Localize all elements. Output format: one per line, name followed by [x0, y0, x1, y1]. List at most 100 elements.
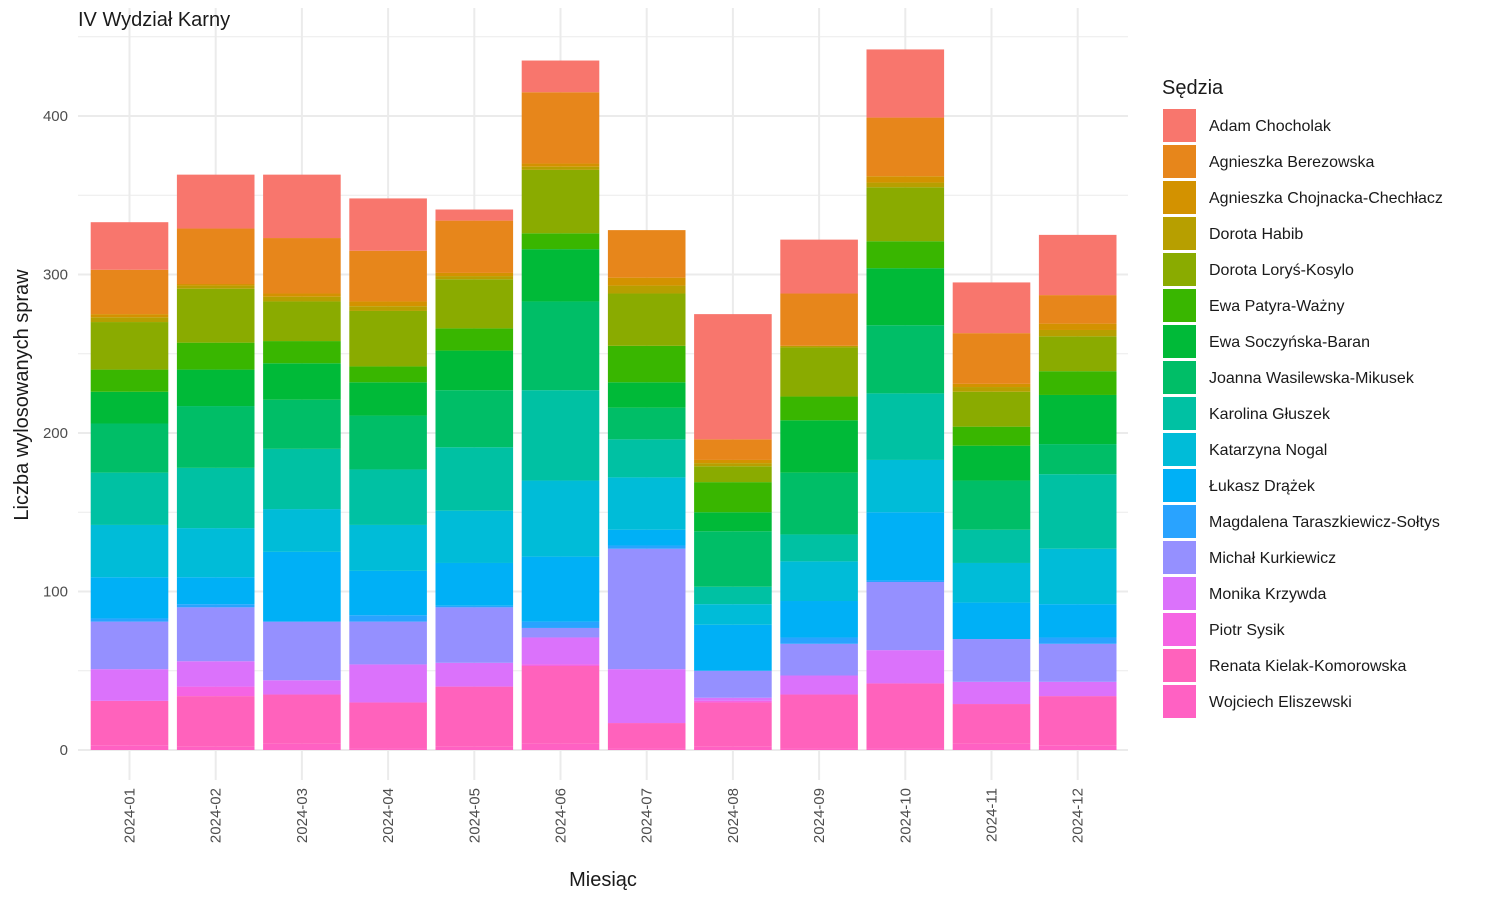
bar-segment [607, 723, 686, 749]
axis-layer: 0 100 200 300 400 2024-01 2024-02 2024-03 2024-0… [43, 108, 1087, 843]
bar-segment [780, 420, 858, 473]
bar-stack-2024-08 [694, 314, 772, 750]
bar-segment [521, 169, 600, 234]
bar-segment [1038, 548, 1117, 605]
bar-segment [866, 268, 945, 326]
bar-segment [349, 570, 427, 616]
bar-stack-2024-11 [952, 282, 1031, 750]
bar-segment [349, 301, 427, 307]
bar-segment [90, 472, 169, 525]
legend-swatch [1163, 253, 1196, 286]
bar-segment [435, 562, 514, 606]
bar-segment [952, 602, 1031, 640]
bar-segment [435, 510, 514, 563]
bar-segment [435, 276, 514, 280]
bar-segment [521, 637, 600, 665]
legend-swatch [1163, 289, 1196, 322]
bar-segment [607, 382, 686, 408]
bar-segment [435, 209, 514, 221]
bar-segment [866, 241, 945, 269]
bar-segment [866, 325, 945, 394]
bar-segment [521, 664, 600, 666]
bar-segment [263, 341, 341, 364]
bar-segment [521, 301, 600, 391]
legend-label: Karolina Głuszek [1209, 406, 1331, 423]
bar-segment [952, 562, 1031, 603]
bar-segment [952, 282, 1031, 334]
bar-segment [866, 650, 945, 684]
x-tick-label: 2024-04 [380, 788, 397, 843]
bar-segment [866, 581, 945, 651]
x-tick-label: 2024-03 [294, 788, 311, 843]
bar-segment [780, 748, 858, 750]
bar-segment [176, 288, 255, 343]
legend-label: Ewa Soczyńska-Baran [1209, 334, 1370, 351]
legend-swatch [1163, 325, 1196, 358]
x-tick-label: 2024-12 [1070, 788, 1087, 843]
chart-title: IV Wydział Karny [78, 9, 230, 31]
bar-segment [780, 293, 858, 346]
legend-swatch [1163, 541, 1196, 574]
bar-stack-2024-10 [866, 49, 945, 750]
bar-segment [90, 577, 169, 619]
bar-segment [866, 748, 945, 750]
bar-segment [607, 407, 686, 440]
bar-segment [952, 333, 1031, 384]
legend-swatch [1163, 217, 1196, 250]
bar-segment [952, 681, 1031, 705]
bar-segment [90, 621, 169, 670]
bar-segment [694, 624, 772, 671]
bar-segment [435, 350, 514, 391]
legend-swatch [1163, 397, 1196, 430]
bar-stack-2024-01 [90, 222, 169, 750]
legend-swatch [1163, 433, 1196, 466]
bar-segment [780, 472, 858, 535]
bar-segment [694, 439, 772, 460]
x-tick-label: 2024-08 [725, 788, 742, 843]
legend-swatch [1163, 577, 1196, 610]
bar-segment [263, 301, 341, 342]
bar-segment [263, 694, 341, 744]
bar-segment [1038, 444, 1117, 475]
bar-segment [263, 743, 341, 750]
bar-segment [952, 480, 1031, 530]
bar-segment [435, 746, 514, 750]
legend: Sędzia Adam Chocholak Agnieszka Berezowsk… [1162, 77, 1443, 718]
legend-label: Dorota Habib [1209, 226, 1303, 243]
legend-label: Dorota Loryś-Kosylo [1209, 262, 1354, 279]
bar-segment [90, 669, 169, 701]
x-tick-label: 2024-11 [984, 788, 1001, 842]
bar-segment [521, 233, 600, 250]
y-tick-label: 0 [60, 742, 68, 759]
bar-segment [607, 529, 686, 546]
bar-segment [349, 366, 427, 383]
bar-stack-2024-12 [1038, 234, 1117, 750]
bar-segment [435, 390, 514, 448]
bar-segment [263, 296, 341, 302]
bar-segment [263, 509, 341, 552]
bar-stack-2024-05 [435, 209, 514, 750]
bar-segment [607, 439, 686, 478]
bar-segment [780, 643, 858, 676]
bar-segment [866, 49, 945, 118]
legend-swatch [1163, 109, 1196, 142]
bar-segment [435, 686, 514, 747]
bar-segment [263, 174, 341, 239]
bar-segment [435, 279, 514, 329]
bar-segment [1038, 336, 1117, 372]
bar-segment [952, 391, 1031, 427]
bar-segment [176, 467, 255, 529]
bar-segment [90, 700, 169, 746]
bar-segment [521, 249, 600, 302]
bar-segment [1038, 643, 1117, 682]
bar-segment [780, 239, 858, 294]
bar-segment [1038, 745, 1117, 750]
bar-segment [176, 228, 255, 285]
legend-swatch [1163, 181, 1196, 214]
bar-segment [263, 293, 341, 297]
bar-stack-2024-02 [176, 174, 255, 750]
bar-segment [435, 607, 514, 663]
bar-segment [866, 459, 945, 513]
y-tick-label: 100 [43, 584, 68, 601]
bar-segment [263, 363, 341, 400]
